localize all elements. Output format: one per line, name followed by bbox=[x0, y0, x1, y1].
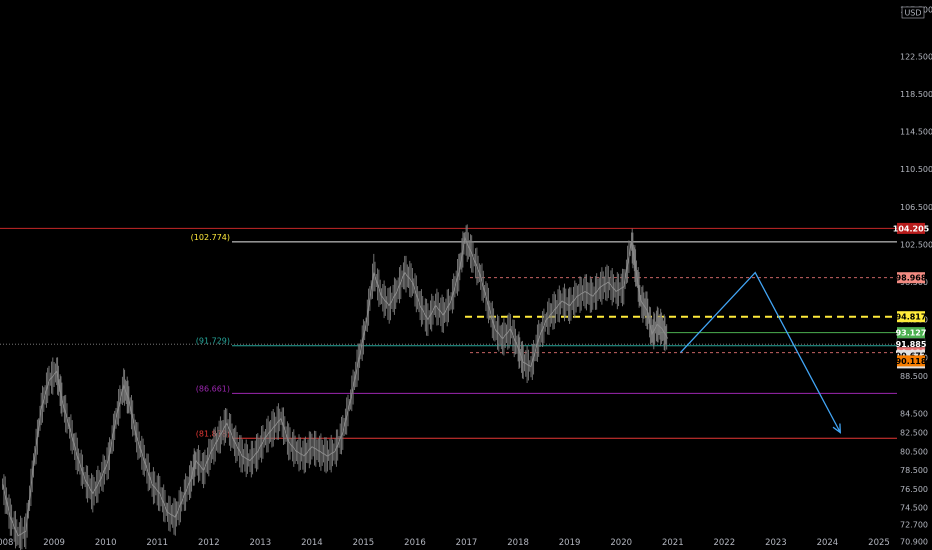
y-tick-label: 88.500 bbox=[900, 372, 928, 381]
x-tick-label: 2010 bbox=[95, 538, 117, 548]
price-tag-label: 98.968 bbox=[896, 274, 927, 283]
price-line bbox=[2, 236, 669, 537]
projection-line bbox=[680, 271, 841, 433]
x-tick-label: 2022 bbox=[713, 538, 735, 548]
y-tick-label: 106.500 bbox=[900, 203, 932, 212]
x-tick-label: 2015 bbox=[353, 538, 375, 548]
fib-level-label: (91.729) bbox=[196, 337, 230, 346]
horizontal-levels: (102.774) (91.729) (86.661) (81.878) bbox=[0, 227, 897, 439]
x-tick-label: 2009 bbox=[43, 538, 65, 548]
y-tick-label: 110.500 bbox=[900, 165, 932, 174]
x-tick-label: 2016 bbox=[404, 538, 426, 548]
x-tick-label: 2014 bbox=[301, 538, 323, 548]
y-tick-label: 72.700 bbox=[900, 521, 928, 530]
x-tick-label: 2017 bbox=[456, 538, 478, 548]
fib-level-label: (81.878) bbox=[196, 429, 230, 438]
price-series bbox=[2, 224, 669, 550]
x-tick-label: 2011 bbox=[146, 538, 168, 548]
price-tags: 104.20598.96894.81793.12791.88590.98190.… bbox=[893, 222, 930, 369]
x-tick-label: 2008 bbox=[0, 538, 13, 548]
x-tick-label: 2019 bbox=[559, 538, 581, 548]
y-tick-label: 82.500 bbox=[900, 429, 928, 438]
projection-path bbox=[680, 271, 842, 434]
price-tag-label: 91.885 bbox=[896, 340, 927, 349]
price-tag bbox=[897, 222, 925, 234]
price-tag-label: 90.118 bbox=[896, 357, 927, 366]
y-tick-label: 70.900 bbox=[900, 538, 928, 547]
price-tag-label: 93.127 bbox=[896, 329, 927, 338]
y-tick-label: 84.500 bbox=[900, 410, 928, 419]
price-tag bbox=[897, 355, 925, 367]
x-tick-label: 2013 bbox=[249, 538, 271, 548]
x-tick-label: 2023 bbox=[765, 538, 787, 548]
time-axis[interactable]: 2008 2009 2010 2011 2012 2013 2014 2015 2016 2017… bbox=[0, 538, 890, 548]
price-tag bbox=[897, 272, 925, 284]
y-tick-label: 102.500 bbox=[900, 240, 932, 249]
x-tick-label: 2018 bbox=[507, 538, 529, 548]
currency-label-box: USD bbox=[901, 6, 925, 19]
fib-level-label: (102.774) bbox=[191, 233, 230, 242]
y-tick-label: 74.500 bbox=[900, 504, 928, 513]
x-tick-label: 2012 bbox=[198, 538, 220, 548]
x-tick-label: 2024 bbox=[817, 538, 839, 548]
price-tag-label: 104.205 bbox=[893, 224, 930, 233]
currency-label: USD bbox=[904, 9, 921, 18]
fib-level-label: (86.661) bbox=[196, 384, 230, 393]
y-tick-label: 76.500 bbox=[900, 485, 928, 494]
projection-arrowhead bbox=[832, 423, 842, 434]
y-tick-label: 80.500 bbox=[900, 447, 928, 456]
y-tick-label: 118.500 bbox=[900, 90, 932, 99]
x-tick-label: 2020 bbox=[610, 538, 632, 548]
price-tag-label: 94.817 bbox=[896, 313, 927, 322]
x-tick-label: 2025 bbox=[868, 538, 890, 548]
x-tick-label: 2021 bbox=[662, 538, 684, 548]
y-tick-label: 114.500 bbox=[900, 128, 932, 137]
price-tag bbox=[897, 327, 925, 339]
y-tick-label: 122.500 bbox=[900, 52, 932, 61]
y-tick-label: 78.500 bbox=[900, 466, 928, 475]
price-tag bbox=[897, 311, 925, 323]
